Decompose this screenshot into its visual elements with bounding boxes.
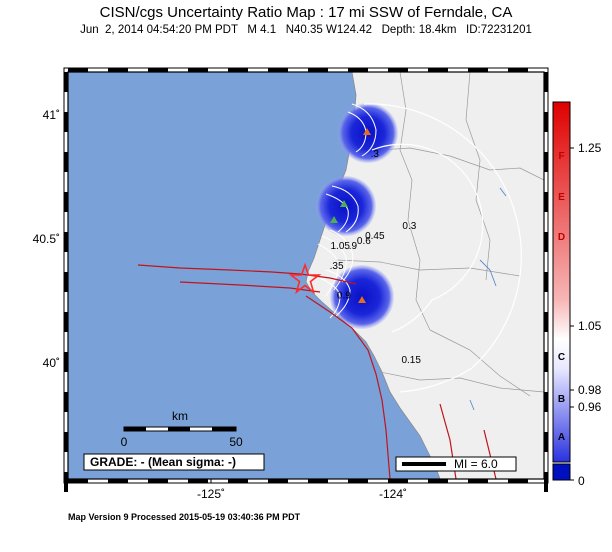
lon-tick-label: -125˚ xyxy=(197,487,225,501)
event-info: Jun 2, 2014 04:54:20 PM PDT M 4.1 N40.35… xyxy=(80,24,532,36)
contour-labels: 0.3 0.15 0.45 1.05.9 0.6 .35 0.9 .3 xyxy=(330,149,422,366)
scale-unit: km xyxy=(172,409,188,423)
lat-tick-label: 40˚ xyxy=(43,356,60,370)
contour-label: 0.3 xyxy=(402,221,416,232)
colorbar-zero-swatch xyxy=(552,463,571,481)
station-marker xyxy=(363,128,371,135)
station-marker xyxy=(340,200,348,207)
scale-start-label: 0 xyxy=(121,435,128,449)
grade-text: GRADE: - (Mean sigma: -) xyxy=(90,455,236,469)
contour-label: 1.05 xyxy=(330,241,350,252)
scale-end-label: 50 xyxy=(229,435,243,449)
contour-label: 0.45 xyxy=(365,231,385,242)
mi-legend: MI = 6.0 xyxy=(395,456,517,472)
contour-label: 0.9 xyxy=(337,291,351,302)
colorbar-value: 0 xyxy=(578,474,585,488)
colorbar-value: 0.96 xyxy=(578,400,602,414)
colorbar-value: 1.25 xyxy=(578,141,602,155)
station-marker xyxy=(358,296,366,303)
colorbar-value: 0.98 xyxy=(578,383,602,397)
contour-label: 0.6 xyxy=(357,236,371,247)
colorbar-gradient xyxy=(552,101,571,463)
colorbar-letter-e: E xyxy=(558,192,565,203)
map-frame xyxy=(63,67,549,492)
grade-box: GRADE: - (Mean sigma: -) xyxy=(83,453,265,471)
contour-label: .3 xyxy=(371,149,380,160)
contour-lines xyxy=(317,103,522,393)
admin-borders xyxy=(335,72,544,397)
lon-tick-label: -124˚ xyxy=(379,487,407,501)
epicenter-star-icon xyxy=(288,262,322,295)
contour-label: .35 xyxy=(330,261,344,272)
colorbar: F E D C B A 1.25 1.05 0.98 0.96 0 xyxy=(552,101,602,488)
scale-bar: km 0 50 xyxy=(121,409,243,449)
latitude-ticks: 41˚ 40.5˚ 40˚ xyxy=(33,108,68,370)
contour-label: .9 xyxy=(349,241,358,252)
rivers xyxy=(469,187,507,411)
colorbar-letter-f: F xyxy=(558,151,564,162)
fault-lines xyxy=(137,264,497,479)
processing-footer: Map Version 9 Processed 2015-05-19 03:40… xyxy=(68,512,301,522)
colorbar-value: 1.05 xyxy=(578,319,602,333)
contour-label: 0.15 xyxy=(401,355,421,366)
colorbar-letter-c: C xyxy=(558,352,565,363)
lat-tick-label: 40.5˚ xyxy=(33,232,60,246)
colorbar-letter-d: D xyxy=(558,232,565,243)
stations xyxy=(330,128,371,303)
longitude-ticks: -125˚ -124˚ xyxy=(197,479,407,501)
colorbar-letter-b: B xyxy=(558,394,565,405)
map-title: CISN/cgs Uncertainty Ratio Map : 17 mi S… xyxy=(99,4,513,21)
map-area: 0.3 0.15 0.45 1.05.9 0.6 .35 0.9 .3 xyxy=(68,72,544,479)
mi-legend-text: MI = 6.0 xyxy=(454,457,498,471)
colorbar-letter-a: A xyxy=(558,432,565,443)
station-marker xyxy=(330,216,338,223)
lat-tick-label: 41˚ xyxy=(43,108,60,122)
